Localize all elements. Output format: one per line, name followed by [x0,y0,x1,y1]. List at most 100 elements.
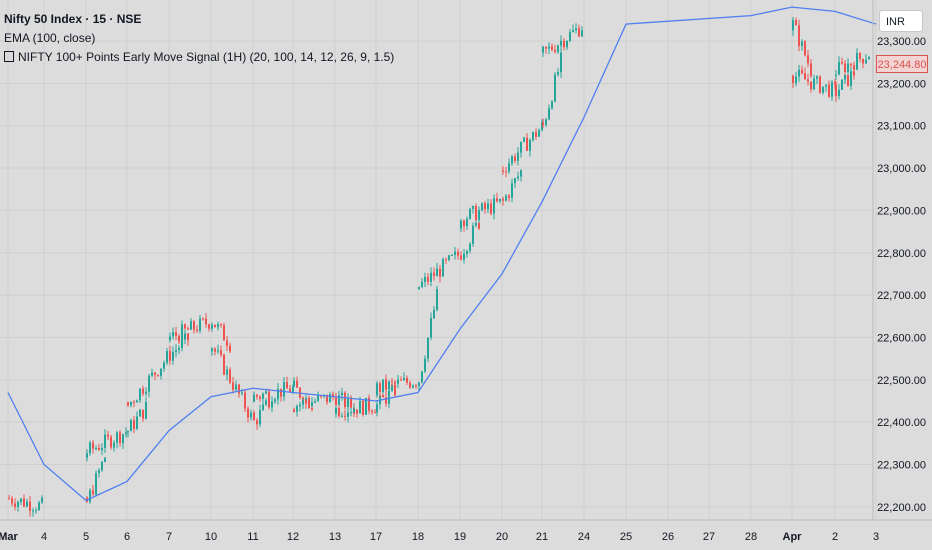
candle-body [508,195,510,198]
candle-body [520,141,522,153]
candle-body [232,382,234,390]
candle-body [274,399,276,402]
legend-symbol[interactable]: Nifty 50 Index · 15 · NSE [4,12,142,26]
candle-body [104,434,106,448]
x-tick-label: 18 [412,531,424,543]
candle-body [320,395,322,397]
ema-line [7,6,877,502]
candle-body [259,410,261,425]
candle-body [181,339,183,349]
legend-ema[interactable]: EMA (100, close) [4,31,96,45]
candle-body [175,350,177,352]
candle-body [178,348,180,351]
x-tick-label: 20 [496,531,508,543]
candle-body [17,502,19,507]
candle-body [394,381,396,384]
candle-body [838,89,840,97]
candle-body [376,383,378,396]
candle-body [353,409,355,413]
candle-body [807,79,809,82]
candle-body [145,391,147,394]
candle-body [569,32,571,42]
candle-body [505,195,507,201]
candle-body [798,69,800,77]
candle-body [382,379,384,392]
candle-body [268,391,270,403]
x-tick-label: 5 [83,531,89,543]
candle-body [226,369,228,375]
candle-body [394,384,396,396]
candle-body [299,404,301,407]
y-tick-label: 23,200.00 [877,78,926,90]
candle-body [350,397,352,408]
y-tick-label: 23,300.00 [877,36,926,48]
candle-body [127,431,129,433]
candle-body [92,490,94,495]
candle-body [868,57,870,60]
candle-body [532,131,534,140]
candle-body [844,63,846,72]
candle-body [20,498,22,503]
x-tick-label: Apr [783,531,803,543]
candle-body [448,255,450,261]
candle-body [795,20,797,26]
candle-body [430,272,432,282]
y-tick-label: 22,800.00 [877,248,926,260]
candle-body [499,198,501,202]
x-tick-label: 25 [620,531,632,543]
candle-body [259,396,261,399]
candle-body [572,30,574,33]
candle-body [350,412,352,414]
x-tick-label: 10 [205,531,217,543]
y-tick-label: 22,400.00 [877,417,926,429]
candle-body [457,251,459,256]
candle-body [326,394,328,403]
currency-button[interactable]: INR [879,10,923,32]
candle-body [385,379,387,390]
candle-body [801,69,803,74]
candle-body [256,394,258,397]
candle-body [810,81,812,90]
candle-body [286,382,288,389]
candle-body [271,401,273,408]
candle-body [511,156,513,164]
candle-body [514,156,516,161]
candle-body [223,354,225,375]
candle-body [308,403,310,407]
candle-body [822,86,824,93]
candle-body [332,394,334,398]
candle-body [166,351,168,363]
candle-body [347,412,349,417]
candle-body [289,388,291,393]
candle-body [813,78,815,90]
candle-body [262,393,264,399]
candle-body [172,351,174,361]
candle-body [541,122,543,131]
candle-body [415,385,417,387]
candle-body [388,390,390,404]
candle-body [175,331,177,336]
candle-body [253,394,255,402]
candle-body [463,253,465,260]
candle-body [460,255,462,260]
y-tick-label: 23,000.00 [877,163,926,175]
candle-body [217,324,219,328]
candle-body [329,394,331,403]
candle-body [220,350,222,355]
candle-body [424,358,426,372]
candle-body [226,340,228,346]
candle-body [107,434,109,437]
candle-body [850,63,852,66]
candle-body [371,410,373,413]
candle-body [511,183,513,198]
candle-body [551,46,553,50]
legend-signal-row[interactable]: NIFTY 100+ Points Early Move Signal (1H)… [4,48,394,67]
y-tick-label: 22,200.00 [877,502,926,514]
candle-body [280,388,282,397]
candle-body [122,434,124,444]
candle-body [293,380,295,387]
candle-body [385,397,387,404]
candle-body [554,74,556,102]
